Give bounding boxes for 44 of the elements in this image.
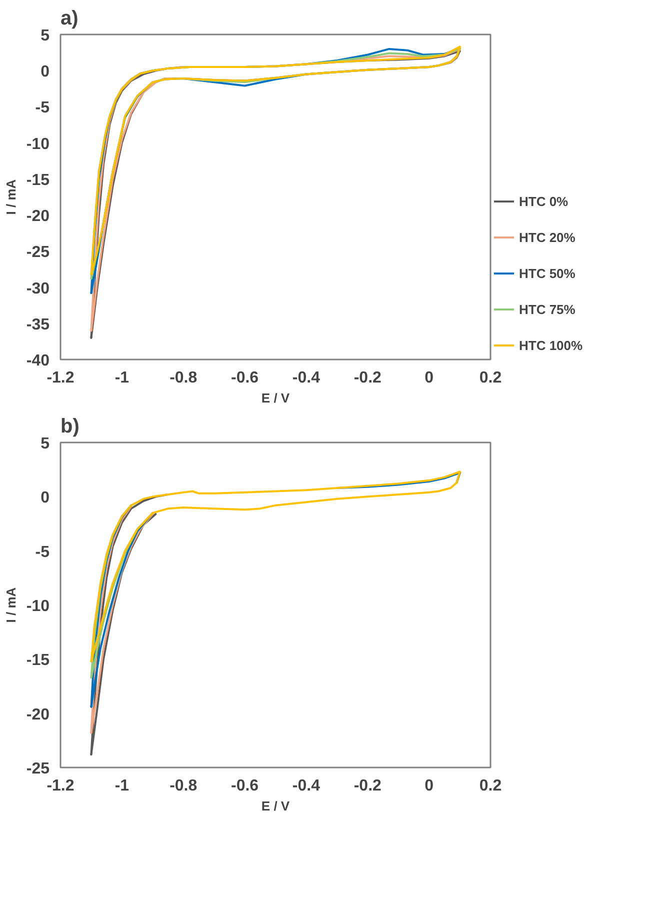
y-tick-label: -25 xyxy=(26,760,50,778)
y-tick-label: -20 xyxy=(26,208,50,226)
y-tick-label: -40 xyxy=(26,352,50,370)
y-tick-label: 5 xyxy=(40,436,50,452)
chart-title: a) xyxy=(60,8,78,30)
y-tick-label: -10 xyxy=(26,136,50,153)
x-tick-label: -1 xyxy=(114,370,130,386)
x-tick-label: -0.2 xyxy=(354,370,382,386)
y-tick-label: -15 xyxy=(26,652,50,670)
legend-label: HTC 20% xyxy=(519,230,576,244)
y-axis-title: I / mA xyxy=(3,178,18,215)
y-tick-label: -25 xyxy=(26,244,50,262)
legend-label: HTC 100% xyxy=(519,338,583,352)
y-tick-label: 0 xyxy=(40,64,50,81)
x-tick-label: 0.2 xyxy=(479,778,502,794)
legend-label: HTC 50% xyxy=(519,266,576,280)
y-tick-label: -20 xyxy=(26,706,50,724)
x-tick-label: -1.2 xyxy=(46,370,74,386)
legend-label: HTC 0% xyxy=(519,194,568,208)
legend-label: HTC 75% xyxy=(519,302,576,316)
y-tick-label: -5 xyxy=(35,544,50,561)
x-tick-label: -1 xyxy=(114,778,130,794)
y-tick-label: -10 xyxy=(26,598,50,615)
x-tick-label: -0.4 xyxy=(292,778,320,794)
y-tick-label: -15 xyxy=(26,172,50,189)
chart-title: b) xyxy=(60,416,80,438)
x-tick-label: -0.2 xyxy=(354,778,382,794)
x-tick-label: -0.6 xyxy=(231,370,259,386)
y-tick-label: -35 xyxy=(26,316,50,334)
x-tick-label: 0 xyxy=(424,370,434,386)
y-tick-label: 5 xyxy=(40,28,50,44)
y-tick-label: -5 xyxy=(35,100,50,117)
y-axis-title: I / mA xyxy=(3,586,18,623)
y-tick-label: 0 xyxy=(40,490,50,507)
x-tick-label: -0.6 xyxy=(231,778,259,794)
x-tick-label: -0.8 xyxy=(170,370,198,386)
x-tick-label: 0.2 xyxy=(479,370,502,386)
y-tick-label: -30 xyxy=(26,280,50,298)
x-tick-label: 0 xyxy=(424,778,434,794)
x-tick-label: -0.8 xyxy=(170,778,198,794)
x-axis-title: E / V xyxy=(261,390,290,406)
x-axis-title: E / V xyxy=(261,798,290,814)
x-tick-label: -1.2 xyxy=(46,778,74,794)
x-tick-label: -0.4 xyxy=(292,370,320,386)
